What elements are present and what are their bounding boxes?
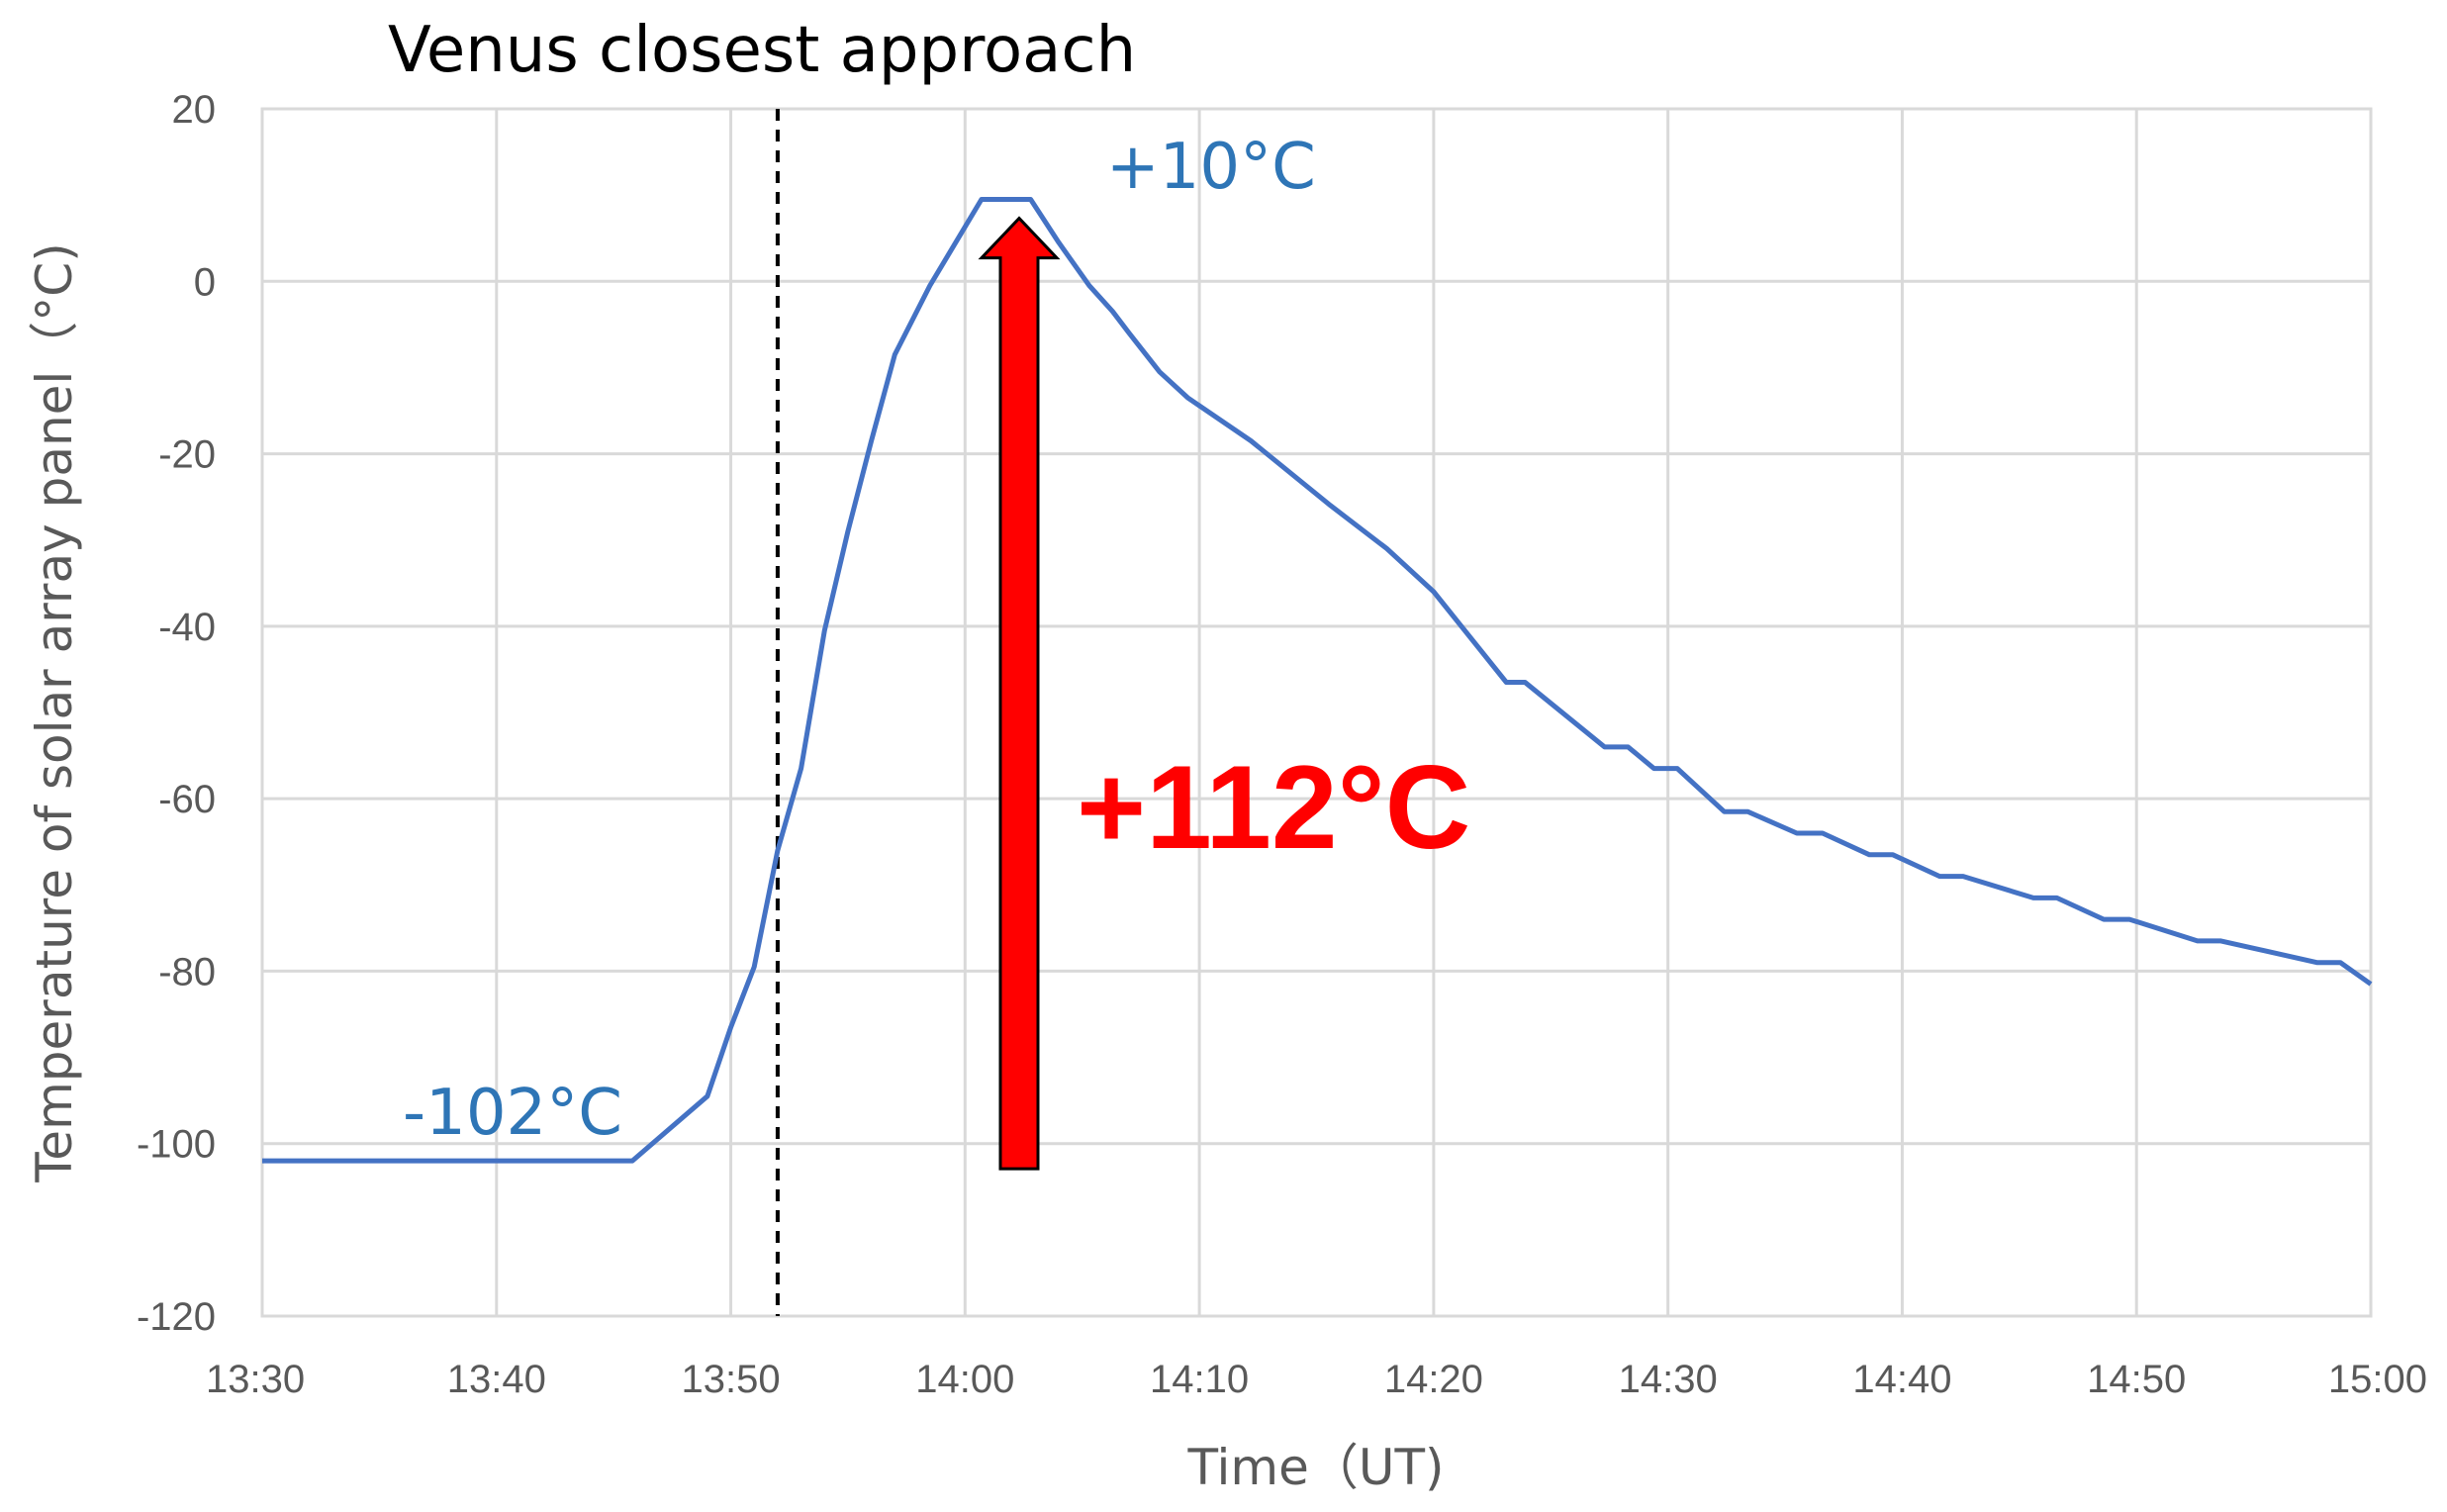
y-tick-label: -20 xyxy=(158,433,216,477)
x-axis-title: Time（UT) xyxy=(1186,1439,1444,1496)
x-tick-label: 13:50 xyxy=(682,1358,781,1401)
temperature-series-line xyxy=(262,197,2373,1164)
y-tick-label: 20 xyxy=(172,88,217,132)
x-tick-label: 14:00 xyxy=(915,1358,1014,1401)
temperature-rise-arrow xyxy=(978,216,1061,1171)
y-tick-label: -40 xyxy=(158,606,216,649)
temperature-rise-label: +112°C xyxy=(1077,741,1470,874)
x-tick-label: 14:50 xyxy=(2087,1358,2186,1401)
y-tick-label: -60 xyxy=(158,778,216,821)
x-tick-label: 14:20 xyxy=(1384,1358,1483,1401)
y-tick-label: -80 xyxy=(158,950,216,993)
x-tick-label: 14:30 xyxy=(1619,1358,1718,1401)
y-tick-labels: 20 0 -20 -40 -60 -80 -100 -120 xyxy=(137,88,216,1339)
min-temperature-label: -102°C xyxy=(403,1077,622,1150)
event-label: Venus closest approach xyxy=(388,14,1136,87)
x-tick-label: 14:10 xyxy=(1150,1358,1249,1401)
y-tick-label: -100 xyxy=(137,1123,216,1167)
plot-area-border xyxy=(260,107,2373,1318)
y-tick-label: -120 xyxy=(137,1295,216,1339)
x-tick-label: 13:30 xyxy=(206,1358,305,1401)
x-tick-label: 15:00 xyxy=(2328,1358,2427,1401)
x-tick-label: 13:40 xyxy=(447,1358,546,1401)
x-tick-labels: 13:30 13:40 13:50 14:00 14:10 14:20 14:30 14:40… xyxy=(206,1358,2427,1401)
y-axis-title: Temperature of solar array panel（°C) xyxy=(26,242,83,1182)
y-tick-label: 0 xyxy=(194,260,216,304)
max-temperature-label: +10°C xyxy=(1106,131,1316,204)
x-tick-label: 14:40 xyxy=(1852,1358,1951,1401)
